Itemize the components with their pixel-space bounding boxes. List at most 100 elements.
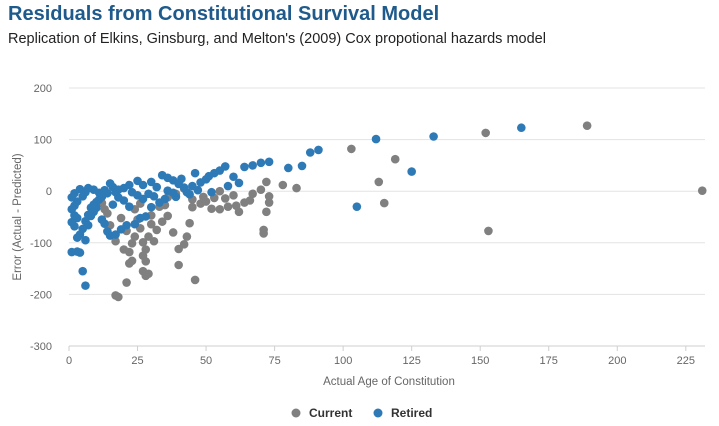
retired-point [146,177,156,187]
current-point [111,236,120,246]
legend-marker-current[interactable] [291,408,301,418]
current-point [484,226,493,236]
current-point [111,291,120,300]
retired-point [182,187,192,197]
retired-point [100,185,109,195]
retired-point [141,212,151,221]
retired-point [133,176,142,186]
x-tick-label: 200 [608,355,626,367]
retired-point [72,197,82,206]
retired-point [119,196,129,205]
current-point [174,260,183,270]
current-point [262,177,271,187]
current-point [190,275,200,285]
tick-labels: 200 100 0 -100 -200 -300 0 25 50 75 100 125 150 175 20… [30,83,695,367]
current-point [390,154,400,164]
current-point [379,198,389,208]
retired-point [105,179,115,188]
y-tick-label: -200 [30,289,52,301]
x-axis-label: Actual Age of Constitution [323,376,455,388]
current-point [201,197,211,206]
retired-point [517,123,526,133]
retired-point [371,134,381,144]
retired-point [81,235,90,245]
retired-point [92,203,101,213]
retired-point [157,170,167,180]
current-point [119,245,129,254]
current-point [264,198,274,207]
current-point [185,218,194,228]
current-point [481,128,490,138]
y-tick-label: 200 [34,83,52,95]
retired-point [72,233,82,242]
data-points [67,121,707,302]
retired-point [297,161,307,171]
retired-point [70,221,79,231]
retired-point [177,174,186,184]
x-tick-label: 225 [677,355,695,367]
current-point [138,251,148,260]
retired-point [352,202,362,211]
retired-point [146,202,156,212]
retired-point [78,266,88,276]
legend-label-current[interactable]: Current [309,406,352,420]
x-tick-label: 150 [471,355,489,367]
current-point [174,244,183,254]
x-tick-label: 175 [540,355,558,367]
current-point [146,219,156,229]
retired-point [193,185,203,195]
retired-point [256,158,266,168]
current-point [374,177,384,187]
current-point [122,278,131,287]
retired-point [240,162,249,172]
current-point [157,217,167,226]
retired-point [75,248,85,257]
current-point [256,185,266,194]
x-tick-label: 100 [334,355,352,367]
chart-subtitle: Replication of Elkins, Ginsburg, and Mel… [8,31,546,47]
current-point [697,186,707,195]
retired-point [196,178,205,187]
current-point [264,192,274,201]
retired-point [75,184,85,194]
current-point [582,121,592,130]
x-tick-label: 0 [66,355,72,367]
current-point [215,186,225,196]
retired-point [190,168,200,178]
legend-label-retired[interactable]: Retired [391,406,432,420]
current-point [152,225,162,235]
current-point [125,259,134,268]
retired-point [160,194,170,204]
current-point [229,191,238,200]
current-point [144,269,153,279]
current-point [163,211,172,221]
y-tick-label: 0 [46,186,52,198]
retired-point [100,219,109,229]
current-point [347,144,356,154]
retired-point [429,132,438,141]
retired-point [130,219,140,229]
current-point [130,232,140,241]
y-tick-label: -300 [30,341,52,353]
current-point [207,204,216,214]
x-tick-label: 75 [268,355,280,367]
retired-point [168,188,178,198]
current-point [182,232,192,241]
x-tick-label: 125 [402,355,420,367]
current-point [215,204,225,214]
retired-point [108,200,118,209]
retired-point [305,148,315,157]
retired-point [207,187,216,197]
retired-point [83,220,93,230]
current-point [278,180,288,190]
retired-point [314,145,323,155]
current-point [248,189,257,199]
retired-point [248,161,257,170]
retired-point [138,194,148,204]
current-point [220,194,230,203]
retired-point [152,182,162,192]
legend: Current Retired [291,406,432,420]
retired-point [234,178,244,188]
legend-marker-retired[interactable] [373,408,383,418]
